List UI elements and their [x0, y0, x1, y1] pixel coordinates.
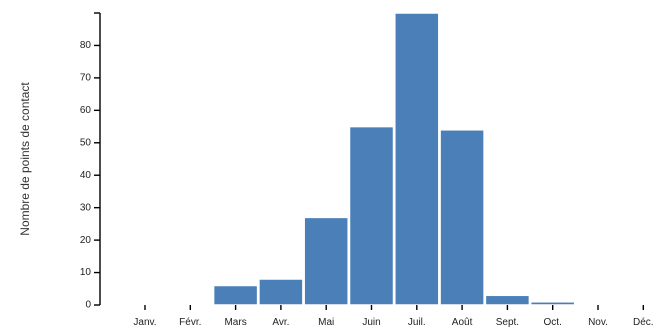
bar-Sept. — [484, 294, 531, 306]
y-tick-label: 60 — [80, 105, 92, 116]
bar-Mars — [212, 284, 259, 306]
bar-Oct. — [529, 301, 576, 306]
y-tick-label: 0 — [85, 300, 91, 311]
y-tick-label: 30 — [80, 202, 92, 213]
bars-group — [212, 12, 576, 306]
x-tick-label: Juin — [362, 317, 380, 328]
y-tick-label: 80 — [80, 40, 92, 51]
y-tick-label: 10 — [80, 267, 92, 278]
x-tick-label: Août — [452, 317, 473, 328]
bar-Avr. — [258, 278, 304, 306]
bar-Août — [439, 129, 485, 306]
x-tick-label: Déc. — [633, 317, 654, 328]
x-tick-label: Mars — [224, 317, 246, 328]
bar-Juin — [348, 125, 395, 306]
x-tick-label: Févr. — [179, 317, 201, 328]
x-tick-label: Janv. — [133, 317, 156, 328]
y-tick-label: 50 — [80, 137, 92, 148]
x-tick-label: Sept. — [496, 317, 519, 328]
y-axis-label: Nombre de points de contact — [18, 82, 32, 236]
y-tick-label: 40 — [80, 170, 92, 181]
bar-Mai — [303, 216, 349, 306]
x-tick-label: Mai — [318, 317, 334, 328]
x-tick-label: Nov. — [588, 317, 608, 328]
x-axis: Janv. Févr. Mars Avr. Mai Juin Juil. Août Sept. O… — [133, 305, 654, 328]
y-tick-label: 20 — [80, 235, 92, 246]
y-axis: 0 10 20 30 40 50 60 70 80 — [80, 12, 101, 311]
x-tick-label: Oct. — [544, 317, 562, 328]
bar-Juil. — [394, 12, 440, 306]
y-tick-label: 70 — [80, 73, 92, 84]
x-tick-label: Avr. — [272, 317, 289, 328]
x-tick-label: Juil. — [408, 317, 426, 328]
